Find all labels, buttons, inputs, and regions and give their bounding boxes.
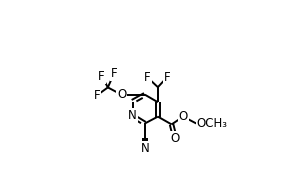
Text: O: O [117,88,126,101]
Text: F: F [144,71,151,84]
Text: F: F [164,71,170,84]
Text: N: N [141,142,149,155]
Text: N: N [128,109,137,122]
Text: O: O [179,110,188,123]
Text: OCH₃: OCH₃ [196,117,227,130]
Text: F: F [111,67,117,80]
Text: O: O [170,132,180,145]
Text: F: F [94,89,100,102]
Text: F: F [98,70,105,83]
